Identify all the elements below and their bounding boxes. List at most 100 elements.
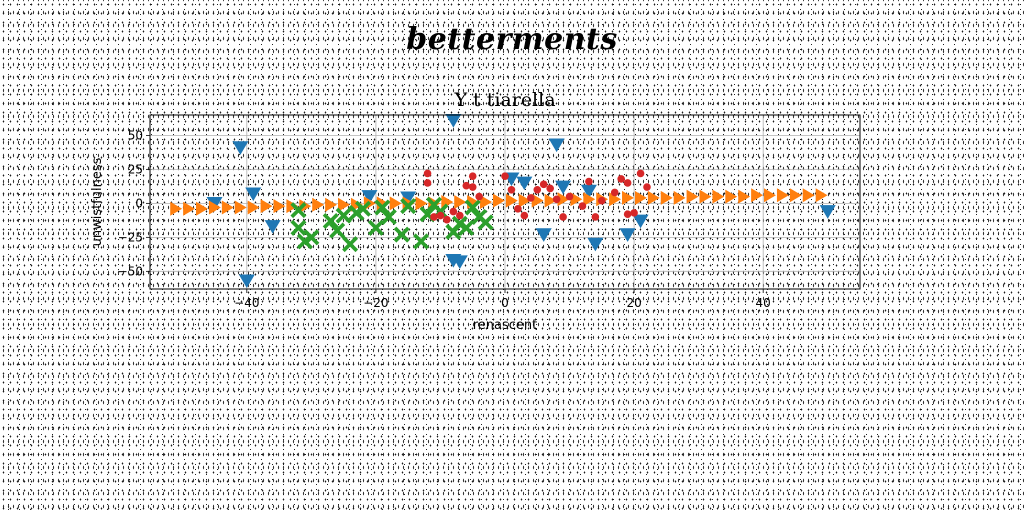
series-3-point bbox=[514, 204, 522, 213]
series-1-point bbox=[196, 201, 208, 216]
series-3-point bbox=[578, 202, 587, 210]
series-1-point bbox=[389, 196, 402, 211]
x-axis-label: renascent bbox=[473, 318, 538, 333]
y-tick-label: 50 bbox=[128, 128, 143, 142]
series-1-point bbox=[570, 192, 583, 207]
series-0-point bbox=[400, 191, 417, 206]
series-3-point bbox=[546, 184, 554, 193]
x-tick-label: 40 bbox=[756, 296, 771, 310]
series-1-point bbox=[325, 197, 338, 212]
series-2-point bbox=[380, 208, 397, 225]
ticks-layer: −40 −20 0 20 40 −50 −25 0 25 50 bbox=[118, 128, 771, 310]
series-3-point bbox=[501, 172, 509, 180]
series-3-point bbox=[623, 210, 632, 219]
series-2-point bbox=[335, 207, 352, 224]
series-2-point bbox=[400, 198, 417, 215]
series-1-point bbox=[686, 189, 699, 204]
series-0-point bbox=[555, 180, 572, 195]
series-2-point bbox=[342, 236, 359, 253]
series-0-point bbox=[619, 228, 636, 242]
series-3-point bbox=[520, 211, 529, 220]
series-1-point bbox=[338, 197, 350, 212]
series-1-point bbox=[660, 190, 673, 205]
series-3-point bbox=[610, 188, 619, 197]
series-1-point bbox=[299, 199, 312, 214]
series-0-point bbox=[238, 274, 255, 289]
grid-layer bbox=[150, 115, 860, 289]
series-1-point bbox=[647, 190, 660, 205]
series-1-point bbox=[208, 200, 221, 215]
series-0-point bbox=[264, 220, 281, 234]
series-1-point bbox=[273, 199, 286, 214]
series-1-point bbox=[764, 188, 776, 203]
series-0-point bbox=[819, 205, 836, 219]
series-2-point bbox=[322, 213, 339, 230]
series-1-point bbox=[480, 195, 492, 209]
series-2-point bbox=[464, 199, 481, 216]
series-2-point bbox=[393, 226, 410, 243]
marks-layer bbox=[170, 114, 836, 289]
series-1-point bbox=[634, 190, 647, 205]
series-3-point bbox=[436, 211, 445, 220]
series-1-point bbox=[789, 188, 802, 203]
series-0-point bbox=[548, 138, 565, 153]
series-3-point bbox=[539, 180, 548, 189]
series-3-point bbox=[462, 181, 471, 190]
series-3-point bbox=[533, 185, 542, 194]
series-1-point bbox=[183, 201, 196, 216]
series-2-point bbox=[458, 219, 475, 236]
series-3-point bbox=[527, 194, 535, 202]
series-3-point bbox=[449, 207, 458, 216]
series-3-point bbox=[617, 175, 625, 183]
series-2-point bbox=[374, 199, 391, 216]
series-2-point bbox=[355, 200, 371, 217]
series-0-point bbox=[445, 114, 462, 128]
series-0-point bbox=[232, 141, 249, 155]
series-0-point bbox=[587, 237, 604, 252]
y-tick-label: 0 bbox=[135, 196, 143, 210]
y-axis-label: unwistfulness bbox=[90, 157, 105, 246]
x-tick-label: −40 bbox=[234, 296, 259, 310]
series-3-point bbox=[559, 213, 567, 221]
series-1-point bbox=[260, 199, 273, 214]
series-3-point bbox=[623, 179, 632, 187]
series-1-point bbox=[609, 192, 622, 207]
series-1-point bbox=[531, 193, 544, 208]
series-0-point bbox=[245, 187, 262, 202]
series-1-point bbox=[751, 188, 764, 203]
series-1-point bbox=[170, 201, 183, 216]
series-3-point bbox=[468, 183, 477, 191]
series-3-point bbox=[430, 213, 438, 221]
series-1-point bbox=[699, 189, 712, 204]
series-2-point bbox=[290, 219, 307, 236]
y-tick-label: −25 bbox=[118, 230, 143, 244]
series-3-point bbox=[591, 213, 600, 221]
series-1-point bbox=[725, 189, 738, 204]
series-3-point bbox=[456, 211, 464, 220]
series-1-point bbox=[776, 188, 789, 203]
series-1-point bbox=[518, 193, 531, 208]
series-3-point bbox=[565, 192, 574, 201]
series-3-point bbox=[468, 172, 477, 180]
series-3-point bbox=[443, 215, 451, 224]
y-tick-label: 25 bbox=[128, 162, 143, 176]
series-1-point bbox=[247, 200, 260, 215]
series-1-point bbox=[415, 196, 428, 211]
series-1-point bbox=[738, 189, 751, 204]
chart-title: Y t tiarella bbox=[453, 89, 555, 111]
series-0-point bbox=[580, 184, 597, 199]
series-1-point bbox=[802, 188, 815, 203]
series-3-point bbox=[552, 195, 561, 204]
series-1-point bbox=[815, 188, 828, 203]
series-0-point bbox=[632, 214, 649, 229]
series-0-point bbox=[535, 228, 552, 242]
series-1-point bbox=[234, 200, 247, 215]
series-1-point bbox=[544, 193, 557, 208]
series-1-point bbox=[673, 190, 686, 205]
series-1-point bbox=[221, 200, 234, 215]
series-3-point bbox=[598, 196, 606, 205]
series-2-point bbox=[477, 214, 494, 231]
series-3-point bbox=[423, 169, 432, 178]
series-1-point bbox=[505, 193, 518, 208]
